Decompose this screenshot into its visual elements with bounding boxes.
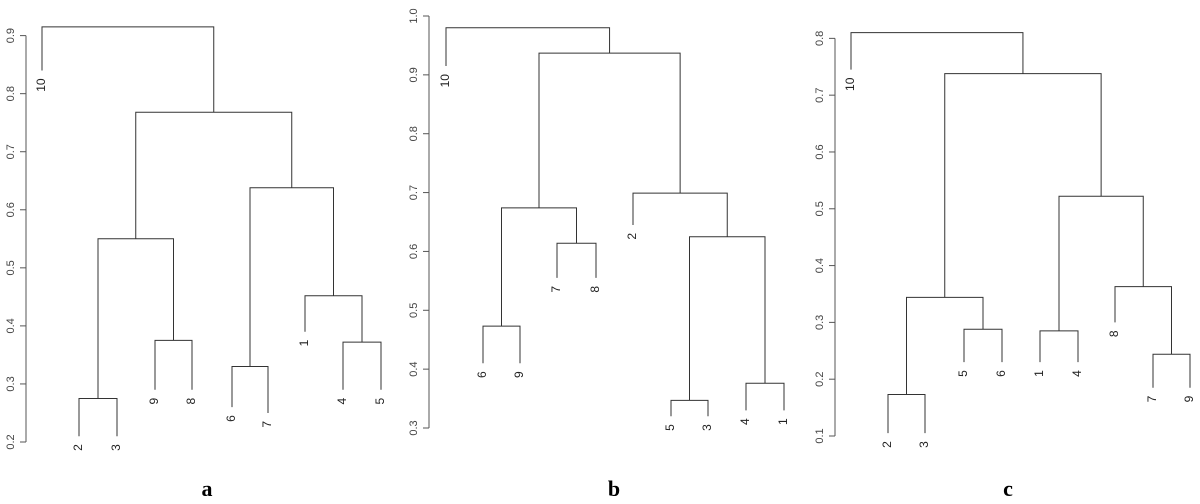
leaf-labels-b: 10 6 9 7 8 2 5 3 4 1 [438, 74, 790, 431]
leaf-label: 6 [224, 415, 238, 422]
leaf-label: 2 [625, 233, 639, 240]
dendrogram-branch [445, 27, 611, 67]
y-tick-label: 0.3 [408, 420, 420, 435]
leaf-label: 9 [1182, 395, 1196, 402]
leaf-label: 8 [184, 397, 198, 404]
y-tick-label: 0.9 [5, 28, 17, 43]
dendrogram-branch [963, 328, 1003, 363]
leaf-label: 10 [843, 77, 857, 91]
dendrogram-branch [154, 339, 193, 390]
leaf-label: 10 [34, 78, 48, 92]
dendrogram-branch [135, 111, 293, 239]
leaf-label: 6 [475, 371, 489, 378]
dendrogram-branch [249, 187, 334, 367]
dendrogram-branch [1039, 330, 1079, 363]
leaf-label: 7 [1145, 395, 1159, 402]
y-tick-label: 0.6 [408, 244, 420, 259]
leaf-label: 3 [700, 424, 714, 431]
dendrogram-branch [850, 32, 1024, 74]
leaf-label: 9 [512, 371, 526, 378]
y-axis-b: 0.3 0.4 0.5 0.6 0.7 0.8 0.9 1.0 [408, 8, 430, 436]
dendrogram-branch [538, 52, 681, 208]
dendrogram-branch [745, 382, 785, 411]
leaf-label: 3 [109, 444, 123, 451]
y-tick-label: 0.6 [814, 144, 826, 159]
leaf-label: 2 [880, 441, 894, 448]
dendrogram-panel-c: 0.1 0.2 0.3 0.4 0.5 0.6 0.7 0.8 10 2 3 5 6 1 4 8 7 9 c [814, 31, 1196, 501]
dendrogram-branch [670, 399, 709, 417]
dendrogram-branch [556, 242, 597, 278]
dendrogram-branch [1058, 195, 1144, 331]
tree-b [445, 27, 785, 417]
leaf-labels-a: 2 3 9 8 6 7 1 4 5 10 [34, 78, 387, 451]
y-axis-a: 0.2 0.3 0.4 0.5 0.6 0.7 0.8 0.9 [5, 28, 27, 450]
y-tick-label: 0.8 [408, 126, 420, 141]
y-tick-label: 0.7 [814, 88, 826, 103]
leaf-label: 10 [438, 74, 452, 88]
leaf-label: 5 [956, 370, 970, 377]
leaf-label: 2 [71, 444, 85, 451]
dendrogram-branch [304, 295, 363, 343]
y-tick-label: 0.4 [814, 258, 826, 273]
tree-c [850, 32, 1191, 434]
dendrogram-branch [1152, 353, 1191, 388]
leaf-label: 4 [1070, 370, 1084, 377]
dendrogram-branch [632, 192, 728, 237]
dendrogram-branch [1114, 286, 1172, 355]
leaf-label: 5 [373, 397, 387, 404]
y-tick-label: 0.3 [5, 376, 17, 391]
dendrogram-branch [906, 296, 984, 395]
leaf-label: 8 [1107, 330, 1121, 337]
leaf-label: 1 [1032, 370, 1046, 377]
dendrogram-branch [41, 26, 215, 113]
y-tick-label: 0.4 [5, 318, 17, 333]
dendrogram-branch [97, 238, 174, 399]
leaf-labels-c: 10 2 3 5 6 1 4 8 7 9 [843, 77, 1196, 448]
leaf-label: 5 [663, 424, 677, 431]
dendrogram-branch [231, 366, 269, 413]
leaf-label: 9 [147, 397, 161, 404]
panel-label-c: c [1003, 476, 1013, 501]
y-tick-label: 1.0 [408, 8, 420, 23]
y-tick-label: 0.7 [408, 185, 420, 200]
leaf-label: 7 [260, 421, 274, 428]
y-tick-label: 0.5 [408, 303, 420, 318]
leaf-label: 4 [335, 397, 349, 404]
y-tick-label: 0.6 [5, 202, 17, 217]
y-tick-label: 0.1 [814, 428, 826, 443]
y-tick-label: 0.5 [5, 260, 17, 275]
y-tick-label: 0.8 [814, 31, 826, 46]
dendrogram-branch [342, 341, 382, 390]
y-tick-label: 0.4 [408, 361, 420, 376]
y-tick-label: 0.9 [408, 67, 420, 82]
dendrogram-panel-a: 0.2 0.3 0.4 0.5 0.6 0.7 0.8 0.9 2 3 9 8 6 7 1 4 5 10 a [5, 26, 387, 501]
dendrogram-branch [689, 236, 766, 401]
dendrogram-branch [944, 73, 1102, 298]
dendrogram-branch [501, 207, 577, 327]
leaf-label: 4 [738, 418, 752, 425]
y-tick-label: 0.2 [814, 372, 826, 387]
leaf-label: 1 [776, 418, 790, 425]
y-tick-label: 0.2 [5, 434, 17, 449]
y-tick-label: 0.3 [814, 315, 826, 330]
panel-label-a: a [202, 476, 213, 501]
y-tick-label: 0.5 [814, 201, 826, 216]
y-tick-label: 0.8 [5, 86, 17, 101]
leaf-label: 3 [917, 441, 931, 448]
leaf-label: 7 [549, 286, 563, 293]
tree-a [41, 26, 382, 437]
y-tick-label: 0.7 [5, 144, 17, 159]
dendrogram-branch [887, 394, 926, 434]
dendrogram-panel-b: 0.3 0.4 0.5 0.6 0.7 0.8 0.9 1.0 10 6 9 7 8 2 5 3 4 1 b [408, 8, 790, 501]
panel-label-b: b [608, 476, 620, 501]
dendrogram-branch [482, 325, 521, 364]
leaf-label: 6 [994, 370, 1008, 377]
dendrogram-branch [78, 397, 118, 437]
leaf-label: 8 [588, 286, 602, 293]
y-axis-c: 0.1 0.2 0.3 0.4 0.5 0.6 0.7 0.8 [814, 31, 836, 444]
leaf-label: 1 [297, 339, 311, 346]
